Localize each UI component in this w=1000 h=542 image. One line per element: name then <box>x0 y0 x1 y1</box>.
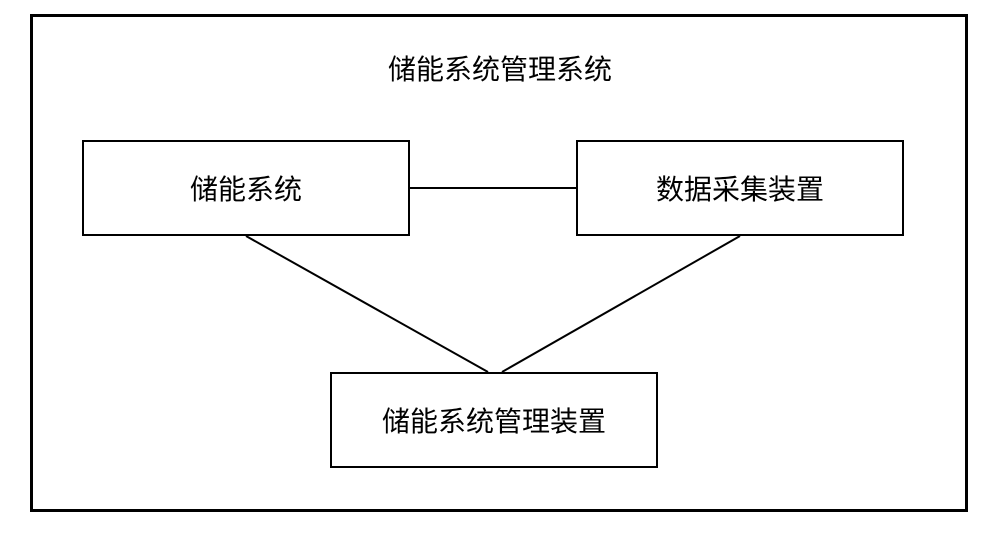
node-label: 数据采集装置 <box>656 168 824 208</box>
node-energy-system: 储能系统 <box>82 140 410 236</box>
node-label: 储能系统 <box>190 168 302 208</box>
node-label: 储能系统管理装置 <box>382 400 606 440</box>
diagram-title: 储能系统管理系统 <box>360 48 640 88</box>
diagram-title-text: 储能系统管理系统 <box>388 55 612 86</box>
node-data-collector: 数据采集装置 <box>576 140 904 236</box>
node-mgmt-device: 储能系统管理装置 <box>330 372 658 468</box>
diagram-canvas: 储能系统管理系统 储能系统 数据采集装置 储能系统管理装置 <box>0 0 1000 542</box>
